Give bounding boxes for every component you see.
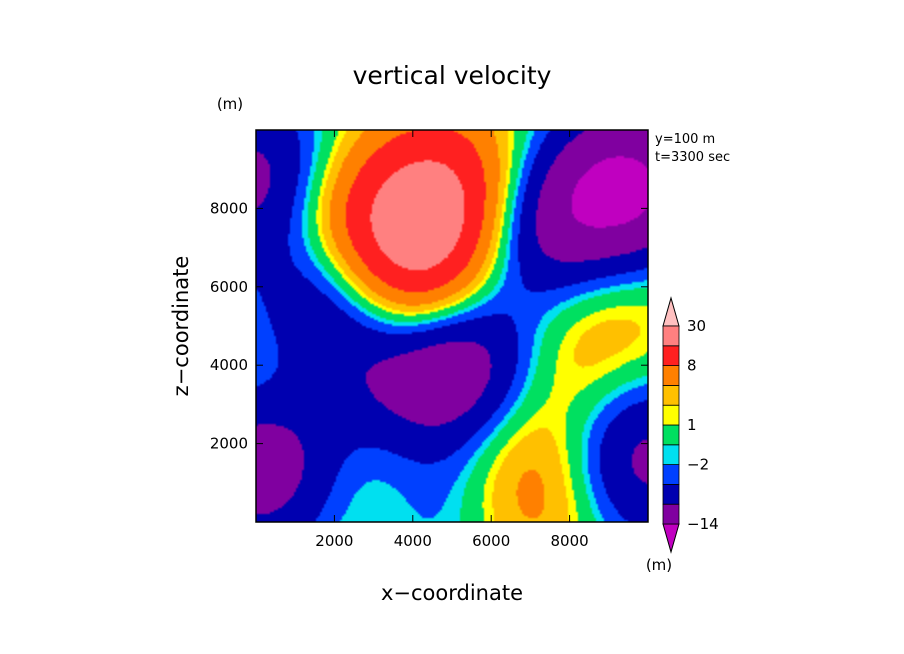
plot-frame xyxy=(255,129,649,523)
chart-title: vertical velocity xyxy=(353,61,552,90)
colorbar-tick-label: −14 xyxy=(687,515,719,533)
colorbar-end-low xyxy=(662,523,680,554)
colorbar-box xyxy=(662,444,680,465)
y-axis-ticks: 2000 4000 6000 8000 xyxy=(210,199,648,453)
x-tick-label: 8000 xyxy=(551,532,589,550)
y-axis-label: z−coordinate xyxy=(169,256,193,397)
colorbar-tick-label: −2 xyxy=(687,456,709,474)
x-tick-label: 4000 xyxy=(394,532,432,550)
colorbar-box xyxy=(662,464,680,485)
colorbar-end-high xyxy=(662,296,680,327)
colorbar-box xyxy=(662,384,680,406)
info-line-position: y=100 m xyxy=(655,132,715,147)
colorbar-tick-label: 8 xyxy=(687,357,697,375)
info-line-time: t=3300 sec xyxy=(655,150,730,165)
x-tick-label: 2000 xyxy=(315,532,353,550)
colorbar-box xyxy=(662,325,680,347)
colorbar-unit-label: (m) xyxy=(646,556,672,574)
y-tick-label: 2000 xyxy=(210,435,248,453)
x-axis-ticks: 2000 4000 6000 8000 xyxy=(315,130,589,550)
colorbar-box xyxy=(662,503,680,525)
x-axis-label: x−coordinate xyxy=(381,581,523,605)
colorbar: 30 8 1 −2 −14 xyxy=(662,296,719,554)
colorbar-tick-label: 30 xyxy=(687,317,706,335)
y-tick-label: 6000 xyxy=(210,278,248,296)
y-unit-label: (m) xyxy=(217,95,243,113)
x-tick-label: 6000 xyxy=(472,532,510,550)
y-tick-label: 8000 xyxy=(210,199,248,217)
colorbar-box xyxy=(662,424,680,446)
colorbar-box xyxy=(662,483,680,505)
y-tick-label: 4000 xyxy=(210,356,248,374)
colorbar-tick-label: 1 xyxy=(687,416,697,434)
contour-field xyxy=(256,130,648,522)
colorbar-box xyxy=(662,404,680,426)
colorbar-box xyxy=(662,345,680,366)
colorbar-box xyxy=(662,365,680,386)
